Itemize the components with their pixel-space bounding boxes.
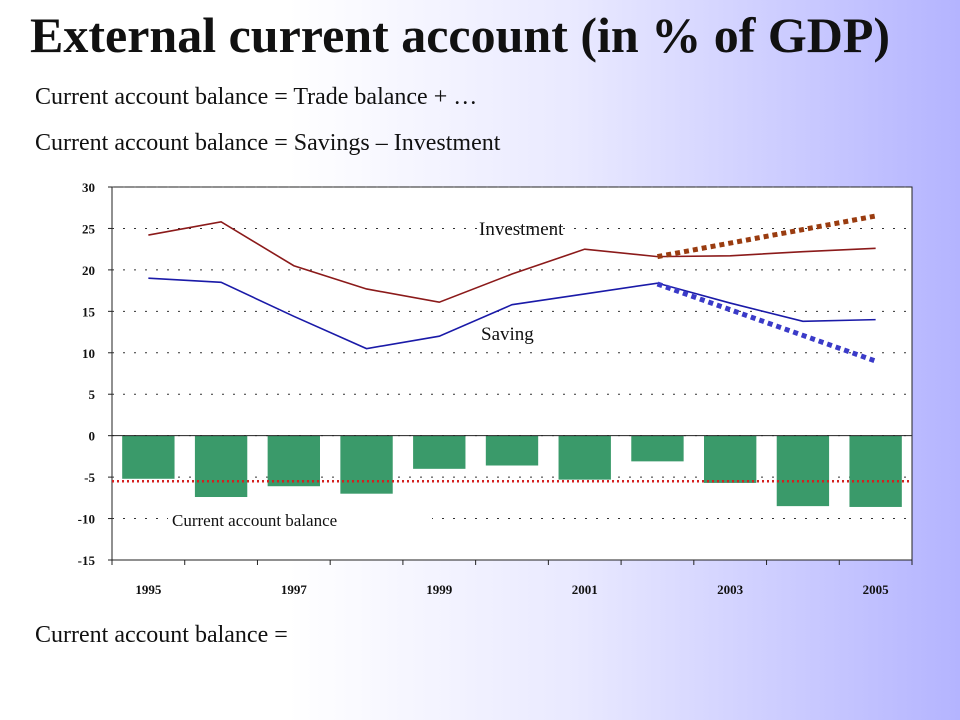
y-tick-label: -5 — [84, 470, 95, 485]
y-tick-label: -10 — [78, 512, 95, 527]
y-tick-label: 0 — [89, 429, 96, 444]
y-tick-label: 10 — [82, 346, 95, 361]
footer-equation: Current account balance = — [35, 622, 288, 648]
y-tick-label: 5 — [89, 387, 96, 402]
subtitle-trade-balance: Current account balance = Trade balance … — [35, 84, 478, 110]
subtitle-savings-investment: Current account balance = Savings – Inve… — [35, 130, 501, 156]
bar — [776, 435, 830, 507]
slide-title: External current account (in % of GDP) — [30, 7, 891, 63]
bar — [194, 435, 248, 498]
bar — [340, 435, 393, 494]
y-tick-label: -15 — [78, 553, 96, 568]
bar — [485, 435, 539, 466]
axes: 30 25 20 15 10 5 0 -5 -10 -15 1995 1997 1999 2001 2003… — [78, 180, 913, 597]
annotation-investment: Investment — [479, 219, 564, 240]
bar — [704, 435, 757, 483]
x-tick-label: 2001 — [572, 582, 598, 597]
y-tick-label: 20 — [82, 263, 95, 278]
bar — [849, 435, 902, 507]
bar — [558, 435, 611, 480]
bar — [631, 435, 684, 462]
y-tick-label: 25 — [82, 221, 96, 236]
x-tick-label: 1995 — [135, 582, 162, 597]
x-tick-label: 1999 — [426, 582, 453, 597]
bar — [267, 435, 320, 487]
series-line-investment — [148, 220, 876, 304]
x-tick-label: 2005 — [863, 582, 890, 597]
x-tick-label: 2003 — [717, 582, 744, 597]
annotation-current-account-balance: Current account balance — [172, 511, 337, 530]
x-tick-label: 1997 — [281, 582, 308, 597]
annotation-bg — [168, 506, 432, 532]
series-line-saving — [148, 277, 876, 350]
annotation-saving: Saving — [481, 324, 534, 345]
projection-line — [656, 281, 877, 364]
bar — [413, 435, 466, 469]
series-lines — [112, 213, 912, 483]
bars-current-account — [122, 435, 902, 507]
y-tick-label: 30 — [82, 180, 95, 195]
y-tick-label: 15 — [82, 304, 96, 319]
bar — [122, 435, 175, 479]
projection-line — [656, 213, 877, 260]
